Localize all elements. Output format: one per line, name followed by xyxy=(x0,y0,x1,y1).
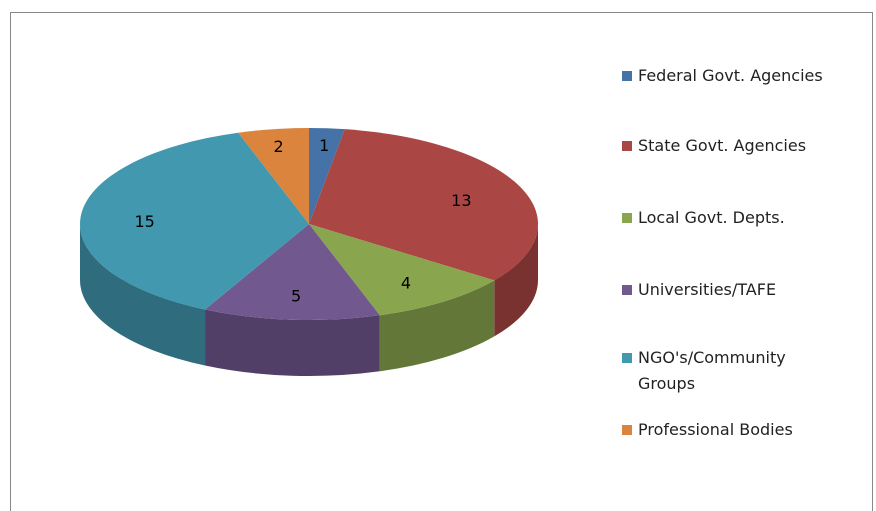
legend-label: Universities/TAFE xyxy=(638,280,777,299)
legend-item: Federal Govt. Agencies xyxy=(620,63,860,89)
data-label: 13 xyxy=(451,191,471,210)
legend-label: Local Govt. Depts. xyxy=(638,208,785,227)
slice-side xyxy=(80,224,206,366)
legend-swatch xyxy=(622,213,632,223)
legend-item: NGO's/Community Groups xyxy=(620,345,820,397)
legend-item: State Govt. Agencies xyxy=(620,133,860,159)
data-label: 2 xyxy=(273,137,283,156)
slice-side xyxy=(379,280,495,372)
legend-item: Universities/TAFE xyxy=(620,277,860,303)
legend-label: State Govt. Agencies xyxy=(638,136,807,155)
data-label: 5 xyxy=(291,286,301,305)
legend-swatch xyxy=(622,425,632,435)
legend-label: NGO's/Community Groups xyxy=(638,348,786,393)
slice xyxy=(309,128,345,224)
slice xyxy=(238,128,309,224)
legend-swatch xyxy=(622,71,632,81)
slice xyxy=(205,224,380,320)
legend-label: Professional Bodies xyxy=(638,420,793,439)
slice-side xyxy=(494,224,538,337)
slice xyxy=(80,132,310,310)
slice-side xyxy=(205,309,380,377)
legend-item: Local Govt. Depts. xyxy=(620,205,860,231)
slice xyxy=(309,129,539,281)
data-label: 1 xyxy=(319,136,329,155)
legend-swatch xyxy=(622,285,632,295)
data-label: 15 xyxy=(134,212,154,231)
data-label: 4 xyxy=(401,273,411,292)
legend-label: Federal Govt. Agencies xyxy=(638,66,823,85)
legend-item: Professional Bodies xyxy=(620,417,860,443)
legend-swatch xyxy=(622,353,632,363)
legend-swatch xyxy=(622,141,632,151)
slice xyxy=(309,224,495,316)
